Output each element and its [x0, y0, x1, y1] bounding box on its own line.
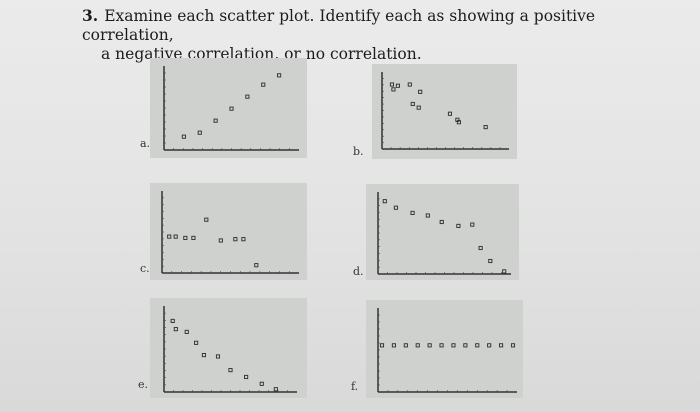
data-point-d: [456, 223, 461, 228]
data-point-f: [510, 343, 516, 348]
data-point-b: [389, 82, 395, 87]
data-point-b: [407, 82, 412, 87]
data-point-f: [439, 343, 444, 348]
data-point-e: [173, 327, 178, 332]
data-point-a: [181, 134, 186, 139]
data-point-a: [261, 82, 266, 87]
plot-panel-a: [150, 58, 307, 158]
data-point-a: [277, 73, 282, 78]
scatter-plot-d: [377, 192, 511, 275]
data-point-f: [463, 343, 468, 348]
data-point-f: [391, 343, 396, 348]
plot-panel-c: [150, 183, 307, 280]
data-point-f: [427, 343, 432, 348]
scatter-plot-a: [163, 66, 299, 151]
scatter-plot-f: [377, 308, 517, 393]
data-point-a: [213, 118, 218, 123]
data-point-c: [218, 238, 223, 243]
plot-label-f: f.: [351, 380, 359, 393]
data-point-c: [233, 237, 238, 242]
data-point-c: [204, 217, 209, 222]
data-point-b: [416, 105, 421, 110]
data-point-c: [191, 235, 196, 240]
scatter-plot-c: [161, 191, 299, 274]
data-point-c: [173, 234, 178, 239]
scatter-plot-e: [163, 306, 297, 393]
scatter-plot-b: [381, 72, 509, 150]
data-point-e: [228, 368, 233, 373]
plot-label-c: c.: [140, 262, 150, 275]
data-point-d: [393, 205, 398, 210]
data-point-b: [391, 87, 396, 92]
data-point-d: [502, 269, 507, 274]
plot-label-a: a.: [140, 137, 151, 150]
data-point-f: [379, 343, 385, 348]
data-point-f: [475, 343, 480, 348]
plot-label-d: d.: [353, 265, 364, 278]
question-line-1: Examine each scatter plot. Identify each…: [82, 7, 596, 44]
data-point-e: [170, 318, 175, 323]
plot-panel-e: [150, 298, 307, 398]
question-text: 3. Examine each scatter plot. Identify ea…: [82, 6, 682, 64]
data-point-d: [478, 245, 483, 251]
data-point-a: [229, 106, 234, 111]
data-point-a: [245, 94, 250, 99]
data-point-c: [254, 263, 259, 268]
data-point-e: [201, 353, 206, 358]
data-point-e: [215, 354, 221, 359]
data-point-c: [241, 237, 246, 242]
question-number: 3.: [82, 6, 99, 25]
plot-label-b: b.: [353, 145, 364, 158]
data-point-a: [197, 130, 202, 135]
data-point-b: [456, 120, 461, 125]
plot-panel-b: [372, 64, 517, 159]
data-point-e: [184, 329, 189, 334]
data-point-e: [259, 381, 264, 386]
data-point-b: [447, 111, 453, 116]
data-point-e: [273, 387, 278, 392]
data-point-d: [382, 199, 387, 204]
data-point-e: [244, 374, 249, 380]
data-point-b: [410, 101, 415, 107]
data-point-f: [487, 343, 492, 348]
plot-panel-d: [366, 184, 519, 280]
data-point-d: [410, 210, 415, 215]
data-point-f: [499, 343, 504, 348]
data-point-c: [183, 235, 188, 240]
data-point-f: [451, 343, 456, 348]
data-point-d: [488, 258, 493, 264]
data-point-f: [403, 343, 408, 348]
data-point-d: [470, 222, 475, 227]
data-point-e: [194, 340, 199, 345]
data-point-b: [418, 89, 423, 94]
data-point-d: [425, 213, 430, 218]
plot-label-e: e.: [138, 378, 149, 391]
data-point-b: [483, 125, 488, 130]
data-point-c: [167, 234, 172, 239]
data-point-f: [415, 343, 420, 348]
plot-panel-f: [366, 300, 523, 398]
data-point-d: [439, 219, 444, 225]
data-point-b: [395, 83, 400, 88]
